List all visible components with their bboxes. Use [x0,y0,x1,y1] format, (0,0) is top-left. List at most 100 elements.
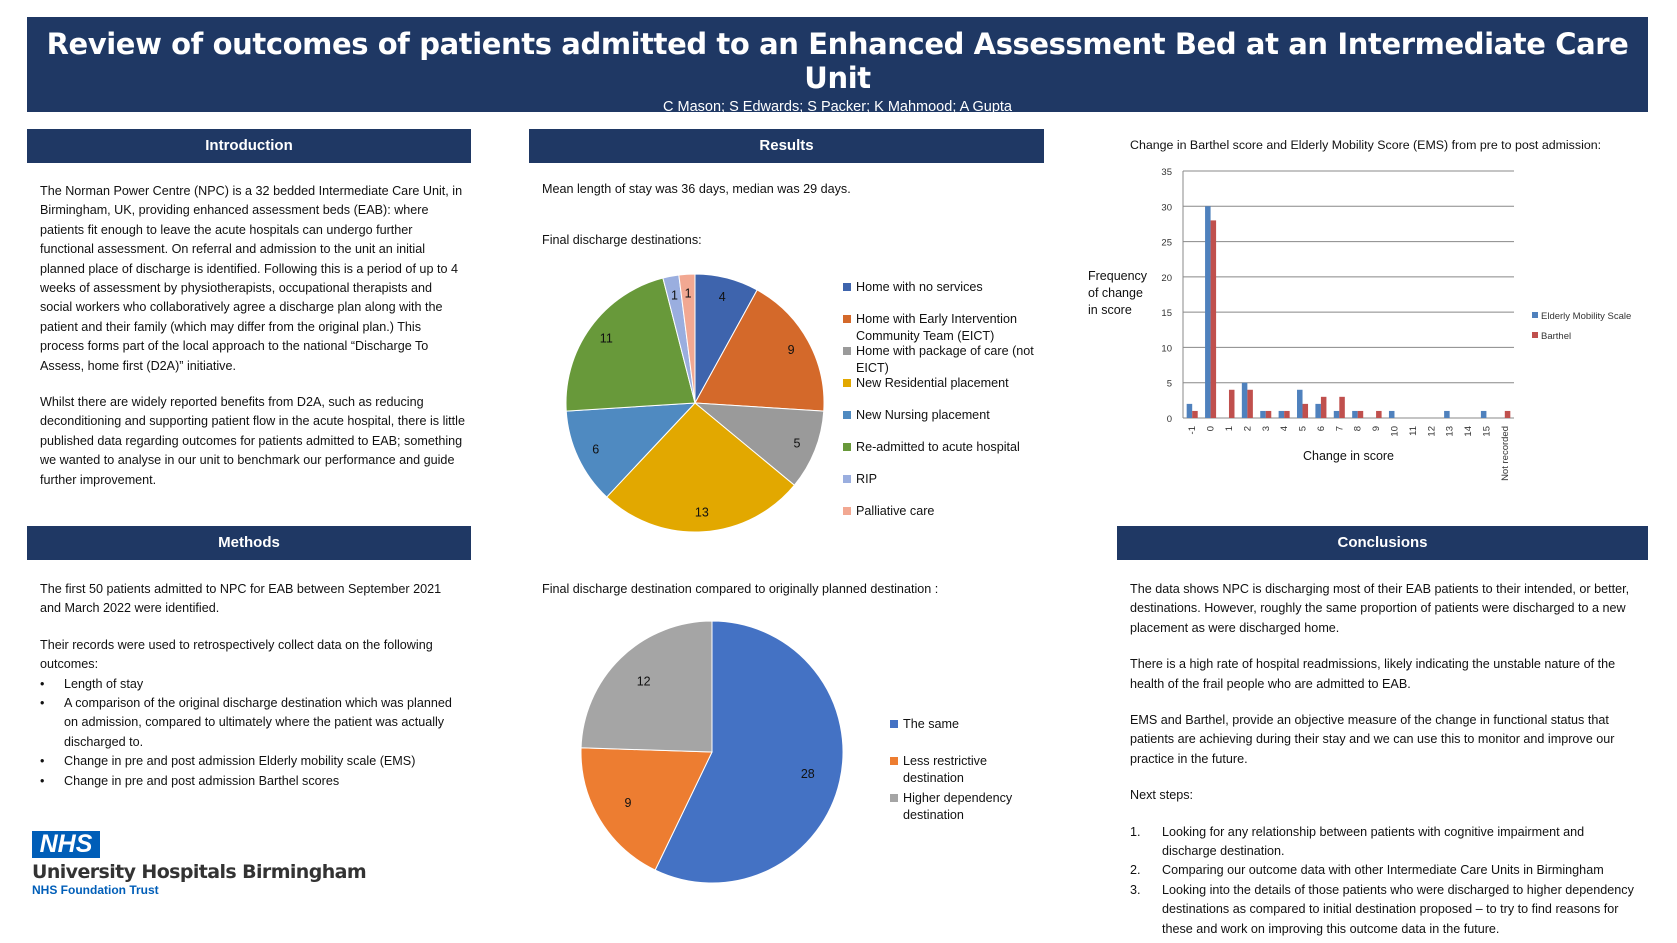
x-tick-label: 5 [1298,426,1309,431]
legend-swatch [890,757,898,765]
x-tick-label: 10 [1389,426,1400,437]
legend-swatch [1532,332,1538,338]
bar [1247,389,1253,418]
bar [1186,403,1193,418]
bar [1265,410,1272,418]
pie-slice [565,402,697,498]
legend-label: Barthel [1541,331,1571,342]
bar [1278,410,1285,418]
x-tick-label: 6 [1316,426,1327,431]
bar-chart-title: Change in Barthel score and Elderly Mobi… [1130,138,1602,152]
pie-slice [580,747,713,871]
methods-heading: Methods [27,526,471,560]
next-step-item: 1. Looking for any relationship between p… [1130,823,1642,862]
x-tick-label: 2 [1242,426,1253,431]
legend-label: Home with no services [856,280,983,294]
intro-paragraph: Whilst there are widely reported benefit… [40,395,465,487]
bar [1352,410,1358,418]
x-tick-label: 3 [1261,426,1272,431]
y-tick-label: 10 [1161,343,1172,354]
bullet-item: A comparison of the original discharge d… [40,694,460,752]
slice-label: 9 [788,343,795,357]
step-number: 3. [1130,882,1141,897]
slice-label: 28 [801,767,815,781]
bullet-item: Change in pre and post admission Barthel… [40,772,460,792]
bar [1444,410,1450,418]
pie2-legend: The same Less restrictive destination High… [890,716,1050,836]
intro-paragraph: The Norman Power Centre (NPC) is a 32 be… [40,184,463,373]
legend-item: Home with package of care (not EICT) [843,343,1036,377]
pie1-title: Final discharge destinations: [542,233,702,247]
poster-header: Review of outcomes of patients admitted … [27,17,1648,135]
bar [1302,403,1309,418]
introduction-heading: Introduction [27,129,471,163]
legend-label: Less restrictive destination [903,754,987,785]
y-axis-label-line: of change [1088,286,1143,300]
slice-label: 11 [600,332,613,346]
legend-item: New Nursing placement [843,407,1036,424]
bar [1241,382,1248,418]
legend-swatch [890,794,898,802]
legend-label: RIP [856,472,877,486]
y-tick-label: 15 [1161,308,1172,319]
slice-label: 1 [685,287,692,301]
next-steps-list: 1. Looking for any relationship between p… [1130,823,1642,939]
step-text: Looking for any relationship between pat… [1162,824,1585,859]
y-tick-label: 0 [1167,414,1172,425]
legend-label: Palliative care [856,504,935,518]
bar [1339,396,1345,418]
y-axis-label-line: Frequency [1088,269,1148,283]
legend-swatch [843,315,851,323]
legend-item: The same [890,716,1033,733]
y-tick-label: 25 [1161,238,1172,249]
x-tick-label: Not recorded [1500,426,1511,481]
slice-label: 5 [793,436,800,450]
conclusion-paragraph: There is a high rate of hospital readmis… [1130,657,1616,691]
bullet-item: Change in pre and post admission Elderly… [40,752,460,772]
y-axis-label-line: in score [1088,303,1132,317]
pie-slice [693,402,825,486]
bar [1504,410,1511,418]
methods-bullets: Length of stay A comparison of the origi… [40,675,460,792]
y-tick-label: 30 [1161,202,1172,213]
pie-slice [605,402,796,533]
y-tick-label: 5 [1167,379,1172,390]
uhb-logo: NHS University Hospitals Birmingham NHS … [32,831,367,897]
step-number: 1. [1130,824,1141,839]
x-tick-label: 11 [1408,426,1419,436]
x-tick-label: 9 [1371,426,1382,431]
bar [1297,389,1303,418]
slice-label: 4 [719,290,726,304]
next-step-item: 3. Looking into the details of those pati… [1130,881,1642,939]
legend-swatch [843,283,851,291]
legend-item: Higher dependency destination [890,790,1033,824]
nhs-logo: NHS [32,831,100,858]
bar [1315,403,1321,418]
slice-label: 6 [592,443,599,457]
legend-swatch [843,443,851,451]
legend-label: The same [903,717,959,731]
pie-slice [654,620,844,884]
x-tick-label: 1 [1224,426,1235,431]
legend-swatch [1532,312,1538,318]
legend-item: Re-admitted to acute hospital [843,439,1036,456]
length-of-stay: Mean length of stay was 36 days, median … [542,182,851,196]
conclusions-heading: Conclusions [1117,526,1648,560]
bar [1284,410,1290,418]
slice-label: 9 [625,796,632,810]
legend-label: Re-admitted to acute hospital [856,440,1020,454]
pie1-legend: Home with no services Home with Early Int… [843,279,1043,519]
pie-slice [565,277,696,412]
x-tick-label: 8 [1353,426,1364,431]
results-heading: Results [529,129,1044,163]
next-steps-label: Next steps: [1130,788,1193,803]
conclusion-paragraph: The data shows NPC is discharging most o… [1130,582,1630,635]
legend-swatch [843,475,851,483]
bar [1357,410,1364,418]
legend-swatch [843,411,851,419]
introduction-text: The Norman Power Centre (NPC) is a 32 be… [40,182,465,507]
authors: C Mason; S Edwards; S Packer; K Mahmood;… [663,99,1012,115]
bar [1376,410,1382,418]
x-tick-label: -1 [1187,426,1198,434]
